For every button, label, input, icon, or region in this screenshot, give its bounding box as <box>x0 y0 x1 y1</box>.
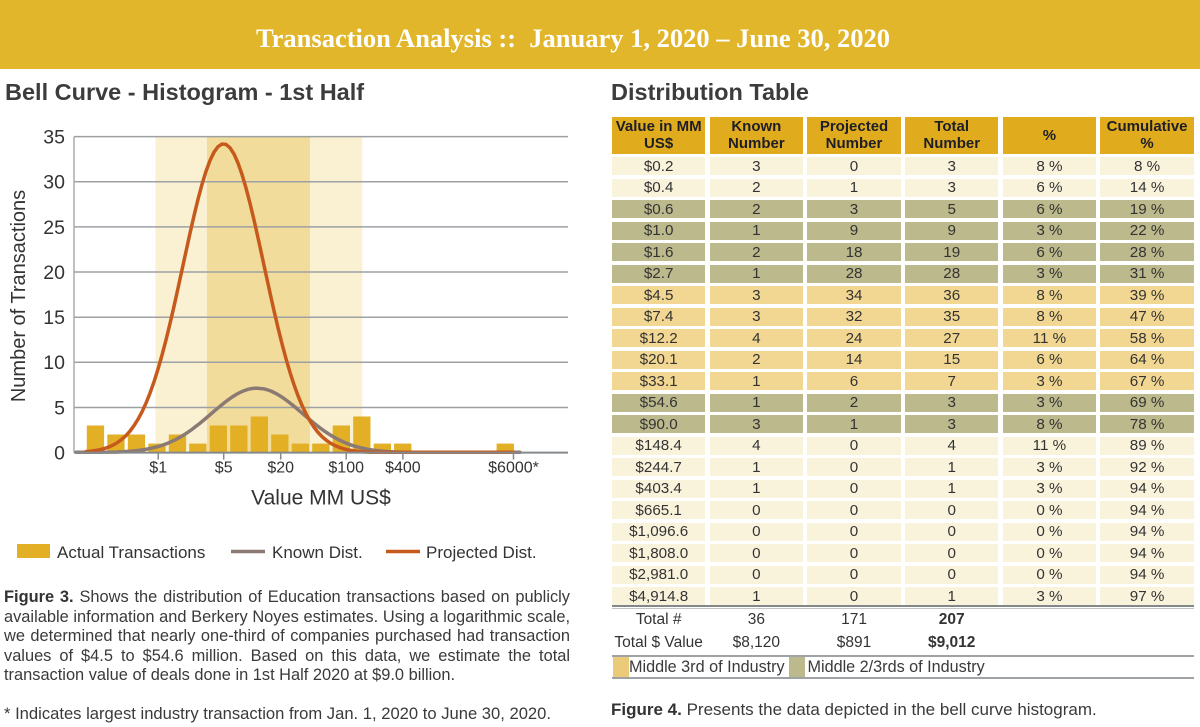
svg-text:10: 10 <box>43 352 65 374</box>
svg-text:Projected Dist.: Projected Dist. <box>426 543 537 562</box>
svg-text:$20: $20 <box>267 460 294 477</box>
svg-text:Value MM US$: Value MM US$ <box>251 487 391 510</box>
svg-text:$400: $400 <box>385 460 421 477</box>
svg-text:$1: $1 <box>149 460 167 477</box>
svg-text:$5: $5 <box>215 460 233 477</box>
svg-text:Known Dist.: Known Dist. <box>272 543 363 562</box>
svg-text:0: 0 <box>54 443 65 465</box>
svg-text:30: 30 <box>43 172 65 194</box>
svg-text:20: 20 <box>43 262 65 284</box>
svg-text:$6000*: $6000* <box>488 460 539 477</box>
svg-text:25: 25 <box>43 217 65 239</box>
svg-text:15: 15 <box>43 307 65 329</box>
svg-text:5: 5 <box>54 397 65 419</box>
svg-text:$100: $100 <box>328 460 364 477</box>
svg-text:Number of Transactions: Number of Transactions <box>8 190 30 402</box>
svg-text:35: 35 <box>43 127 65 149</box>
svg-text:Actual Transactions: Actual Transactions <box>57 543 205 562</box>
